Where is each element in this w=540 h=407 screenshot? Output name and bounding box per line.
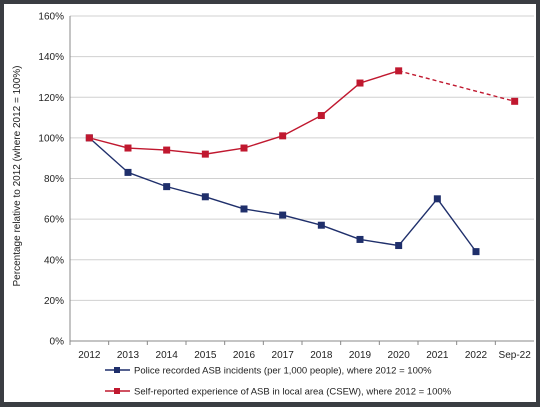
series-2-segment <box>282 114 322 137</box>
series-1-marker <box>317 221 325 229</box>
series-1-marker <box>395 242 403 250</box>
x-tick-label: 2017 <box>272 350 295 361</box>
series-2-segment <box>166 149 206 155</box>
x-tick-label: 2015 <box>194 350 217 361</box>
y-tick-labels: 0% 20% 40% 60% 80% 100% 120% 140% 160% <box>38 12 64 348</box>
y-tick-label: 120% <box>38 93 64 104</box>
series-1-segment <box>166 185 206 198</box>
series-1-marker <box>433 195 441 203</box>
x-tick-label: 2021 <box>426 350 449 361</box>
series-1-marker <box>163 183 171 191</box>
legend-label-2: Self-reported experience of ASB in local… <box>134 387 452 398</box>
y-tick-label: 160% <box>38 12 64 23</box>
x-tick-label: 2016 <box>233 350 256 361</box>
y-tick-label: 140% <box>38 52 64 63</box>
series-1-segment <box>88 137 129 173</box>
legend-marker-2 <box>114 388 120 394</box>
x-tick-label: 2019 <box>349 350 372 361</box>
x-tick-label: 2018 <box>310 350 333 361</box>
series-1-segment <box>243 208 283 216</box>
x-tick-label: 2012 <box>78 350 101 361</box>
chart-panel: 0% 20% 40% 60% 80% 100% 120% 140% 160% 2012 2013 2… <box>4 4 536 402</box>
series-layer <box>85 67 519 256</box>
series-2-segment <box>359 70 399 84</box>
series-1-segment <box>282 214 322 226</box>
series-2-marker <box>511 97 519 105</box>
series-1-segment <box>398 198 438 246</box>
series-1-marker <box>124 168 132 176</box>
y-tick-label: 80% <box>44 174 64 185</box>
legend: Police recorded ASB incidents (per 1,000… <box>105 366 452 398</box>
series-2-segment <box>127 147 167 151</box>
series-2-segment <box>320 82 361 117</box>
series-2-segment <box>243 135 283 149</box>
x-tick-label: 2013 <box>117 350 140 361</box>
series-2-marker <box>279 132 287 140</box>
series-2-marker <box>356 79 364 87</box>
grid-lines <box>70 15 534 342</box>
y-tick-label: 100% <box>38 133 64 144</box>
series-2-marker <box>240 144 248 152</box>
y-tick-label: 40% <box>44 255 64 266</box>
series-1-segment <box>359 238 399 247</box>
series-2-segment <box>89 137 129 149</box>
x-tick-labels: 2012 2013 2014 2015 2016 2017 2018 2019 2020 2021… <box>78 350 531 361</box>
y-tick-label: 20% <box>44 296 64 307</box>
legend-marker-1 <box>114 367 120 373</box>
series-1-marker <box>279 211 287 219</box>
series-1-marker <box>356 235 364 243</box>
series-1-segment <box>436 198 477 253</box>
x-tick-label: Sep-22 <box>499 350 532 361</box>
series-2-marker <box>201 150 209 158</box>
series-2-marker <box>395 67 403 75</box>
x-tick-label: 2014 <box>156 350 179 361</box>
series-2-marker <box>317 112 325 120</box>
x-tick-label: 2020 <box>388 350 411 361</box>
axes <box>69 16 534 345</box>
line-chart: 0%20%40%60%80%100%120%140%160% 2012 2013 2… <box>12 12 534 398</box>
y-tick-label: 0% <box>50 337 65 348</box>
series-1-marker <box>472 248 480 256</box>
series-2-marker <box>85 134 93 142</box>
series-1-marker <box>240 205 248 213</box>
series-2-segment <box>398 70 515 102</box>
series-1-segment <box>205 196 245 210</box>
series-1-marker <box>201 193 209 201</box>
x-tick-label: 2022 <box>465 350 488 361</box>
series-2-marker <box>163 146 171 154</box>
legend-label-1: Police recorded ASB incidents (per 1,000… <box>134 366 432 377</box>
y-tick-label: 60% <box>44 215 64 226</box>
series-2-marker <box>124 144 132 152</box>
y-axis-label: Percentage relative to 2012 (where 2012 … <box>12 66 23 287</box>
series-1-segment <box>127 171 167 188</box>
series-1-segment <box>321 224 361 241</box>
series-2-segment <box>205 147 245 155</box>
